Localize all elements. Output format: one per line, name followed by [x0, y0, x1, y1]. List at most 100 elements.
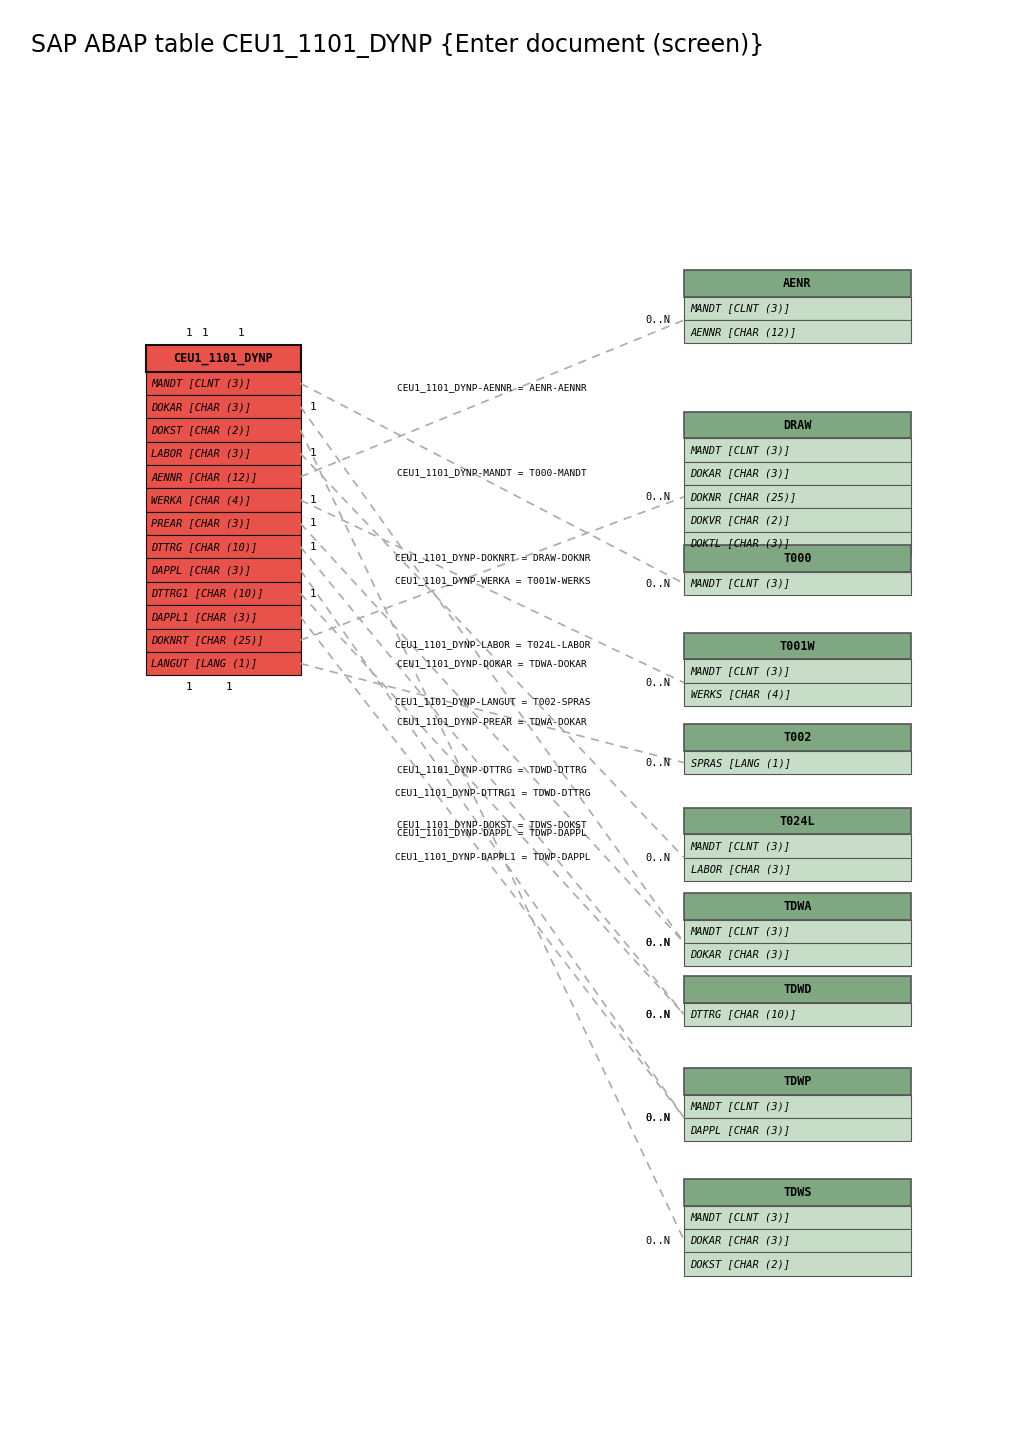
Text: 0..N: 0..N: [645, 1113, 670, 1123]
Text: 1: 1: [310, 495, 317, 505]
FancyBboxPatch shape: [146, 535, 300, 559]
Text: MANDT [CLNT (3)]: MANDT [CLNT (3)]: [691, 666, 790, 676]
Text: MANDT [CLNT (3)]: MANDT [CLNT (3)]: [691, 1212, 790, 1222]
Text: 0..N: 0..N: [645, 678, 670, 688]
Text: AENR: AENR: [783, 277, 812, 290]
FancyBboxPatch shape: [146, 418, 300, 441]
FancyBboxPatch shape: [146, 651, 300, 675]
Text: DTTRG [CHAR (10)]: DTTRG [CHAR (10)]: [151, 541, 257, 551]
Text: T002: T002: [783, 731, 812, 744]
Text: TDWP: TDWP: [783, 1075, 812, 1088]
Text: 0..N: 0..N: [645, 1236, 670, 1245]
Text: DAPPL1 [CHAR (3)]: DAPPL1 [CHAR (3)]: [151, 612, 257, 622]
FancyBboxPatch shape: [146, 559, 300, 582]
Text: MANDT [CLNT (3)]: MANDT [CLNT (3)]: [691, 303, 790, 313]
FancyBboxPatch shape: [685, 546, 910, 572]
FancyBboxPatch shape: [146, 512, 300, 535]
Text: DOKNR [CHAR (25)]: DOKNR [CHAR (25)]: [691, 492, 796, 502]
Text: CEU1_1101_DYNP-DOKAR = TDWA-DOKAR: CEU1_1101_DYNP-DOKAR = TDWA-DOKAR: [398, 659, 587, 667]
Text: CEU1_1101_DYNP-PREAR = TDWA-DOKAR: CEU1_1101_DYNP-PREAR = TDWA-DOKAR: [398, 717, 587, 727]
Text: 0..N: 0..N: [645, 937, 670, 948]
Text: 0..N: 0..N: [645, 579, 670, 589]
FancyBboxPatch shape: [146, 489, 300, 512]
FancyBboxPatch shape: [685, 1094, 910, 1117]
FancyBboxPatch shape: [146, 466, 300, 489]
Text: CEU1_1101_DYNP-DTTRG1 = TDWD-DTTRG: CEU1_1101_DYNP-DTTRG1 = TDWD-DTTRG: [395, 788, 590, 798]
Text: MANDT [CLNT (3)]: MANDT [CLNT (3)]: [691, 842, 790, 852]
Text: T024L: T024L: [780, 814, 815, 827]
FancyBboxPatch shape: [685, 943, 910, 966]
Text: T001W: T001W: [780, 640, 815, 653]
FancyBboxPatch shape: [146, 441, 300, 466]
FancyBboxPatch shape: [146, 395, 300, 418]
Text: 1: 1: [310, 518, 317, 528]
Text: 1: 1: [238, 328, 244, 338]
Text: 1: 1: [186, 328, 193, 338]
Text: CEU1_1101_DYNP-DAPPL1 = TDWP-DAPPL: CEU1_1101_DYNP-DAPPL1 = TDWP-DAPPL: [395, 852, 590, 860]
Text: MANDT [CLNT (3)]: MANDT [CLNT (3)]: [151, 379, 251, 389]
Text: LABOR [CHAR (3)]: LABOR [CHAR (3)]: [151, 448, 251, 459]
FancyBboxPatch shape: [685, 270, 910, 296]
FancyBboxPatch shape: [685, 1252, 910, 1275]
FancyBboxPatch shape: [685, 533, 910, 556]
Text: PREAR [CHAR (3)]: PREAR [CHAR (3)]: [151, 518, 251, 528]
FancyBboxPatch shape: [685, 1206, 910, 1229]
Text: DOKST [CHAR (2)]: DOKST [CHAR (2)]: [151, 425, 251, 435]
Text: DOKAR [CHAR (3)]: DOKAR [CHAR (3)]: [151, 402, 251, 412]
Text: DOKAR [CHAR (3)]: DOKAR [CHAR (3)]: [691, 469, 790, 479]
FancyBboxPatch shape: [685, 808, 910, 834]
Text: 1: 1: [310, 448, 317, 459]
Text: DTTRG1 [CHAR (10)]: DTTRG1 [CHAR (10)]: [151, 589, 263, 598]
Text: LABOR [CHAR (3)]: LABOR [CHAR (3)]: [691, 865, 790, 875]
Text: 0..N: 0..N: [645, 1010, 670, 1020]
FancyBboxPatch shape: [685, 752, 910, 775]
Text: DOKST [CHAR (2)]: DOKST [CHAR (2)]: [691, 1259, 790, 1268]
Text: CEU1_1101_DYNP-LABOR = T024L-LABOR: CEU1_1101_DYNP-LABOR = T024L-LABOR: [395, 640, 590, 649]
Text: DAPPL [CHAR (3)]: DAPPL [CHAR (3)]: [151, 566, 251, 575]
Text: CEU1_1101_DYNP-DOKNRT = DRAW-DOKNR: CEU1_1101_DYNP-DOKNRT = DRAW-DOKNR: [395, 553, 590, 562]
Text: AENNR [CHAR (12)]: AENNR [CHAR (12)]: [691, 326, 796, 337]
Text: 1: 1: [310, 541, 317, 551]
Text: DOKTL [CHAR (3)]: DOKTL [CHAR (3)]: [691, 538, 790, 548]
FancyBboxPatch shape: [685, 633, 910, 659]
Text: 0..N: 0..N: [645, 937, 670, 948]
Text: TDWS: TDWS: [783, 1185, 812, 1199]
Text: 0..N: 0..N: [645, 1113, 670, 1123]
Text: CEU1_1101_DYNP-LANGUT = T002-SPRAS: CEU1_1101_DYNP-LANGUT = T002-SPRAS: [395, 698, 590, 707]
Text: CEU1_1101_DYNP-DAPPL = TDWP-DAPPL: CEU1_1101_DYNP-DAPPL = TDWP-DAPPL: [398, 829, 587, 837]
Text: 1: 1: [186, 682, 193, 692]
FancyBboxPatch shape: [685, 659, 910, 683]
FancyBboxPatch shape: [685, 461, 910, 485]
FancyBboxPatch shape: [146, 582, 300, 605]
Text: DAPPL [CHAR (3)]: DAPPL [CHAR (3)]: [691, 1125, 790, 1135]
Text: DOKAR [CHAR (3)]: DOKAR [CHAR (3)]: [691, 1236, 790, 1245]
Text: LANGUT [LANG (1)]: LANGUT [LANG (1)]: [151, 659, 257, 669]
Text: 0..N: 0..N: [645, 315, 670, 325]
Text: DRAW: DRAW: [783, 418, 812, 431]
Text: 0..N: 0..N: [645, 853, 670, 863]
Text: MANDT [CLNT (3)]: MANDT [CLNT (3)]: [691, 445, 790, 456]
FancyBboxPatch shape: [685, 724, 910, 752]
FancyBboxPatch shape: [685, 1003, 910, 1026]
FancyBboxPatch shape: [685, 1178, 910, 1206]
Text: WERKS [CHAR (4)]: WERKS [CHAR (4)]: [691, 689, 790, 699]
Text: AENNR [CHAR (12)]: AENNR [CHAR (12)]: [151, 472, 257, 482]
FancyBboxPatch shape: [146, 345, 300, 371]
Text: MANDT [CLNT (3)]: MANDT [CLNT (3)]: [691, 579, 790, 589]
Text: DOKAR [CHAR (3)]: DOKAR [CHAR (3)]: [691, 949, 790, 959]
FancyBboxPatch shape: [685, 834, 910, 858]
FancyBboxPatch shape: [685, 412, 910, 438]
Text: CEU1_1101_DYNP-DTTRG = TDWD-DTTRG: CEU1_1101_DYNP-DTTRG = TDWD-DTTRG: [398, 765, 587, 773]
Text: TDWD: TDWD: [783, 984, 812, 995]
Text: 0..N: 0..N: [645, 757, 670, 768]
Text: 1: 1: [226, 682, 233, 692]
Text: DOKNRT [CHAR (25)]: DOKNRT [CHAR (25)]: [151, 636, 263, 646]
Text: CEU1_1101_DYNP-MANDT = T000-MANDT: CEU1_1101_DYNP-MANDT = T000-MANDT: [398, 467, 587, 477]
Text: 1: 1: [310, 589, 317, 598]
FancyBboxPatch shape: [685, 1229, 910, 1252]
FancyBboxPatch shape: [685, 1068, 910, 1094]
FancyBboxPatch shape: [685, 892, 910, 920]
Text: SPRAS [LANG (1)]: SPRAS [LANG (1)]: [691, 757, 790, 768]
FancyBboxPatch shape: [685, 683, 910, 707]
FancyBboxPatch shape: [685, 321, 910, 344]
